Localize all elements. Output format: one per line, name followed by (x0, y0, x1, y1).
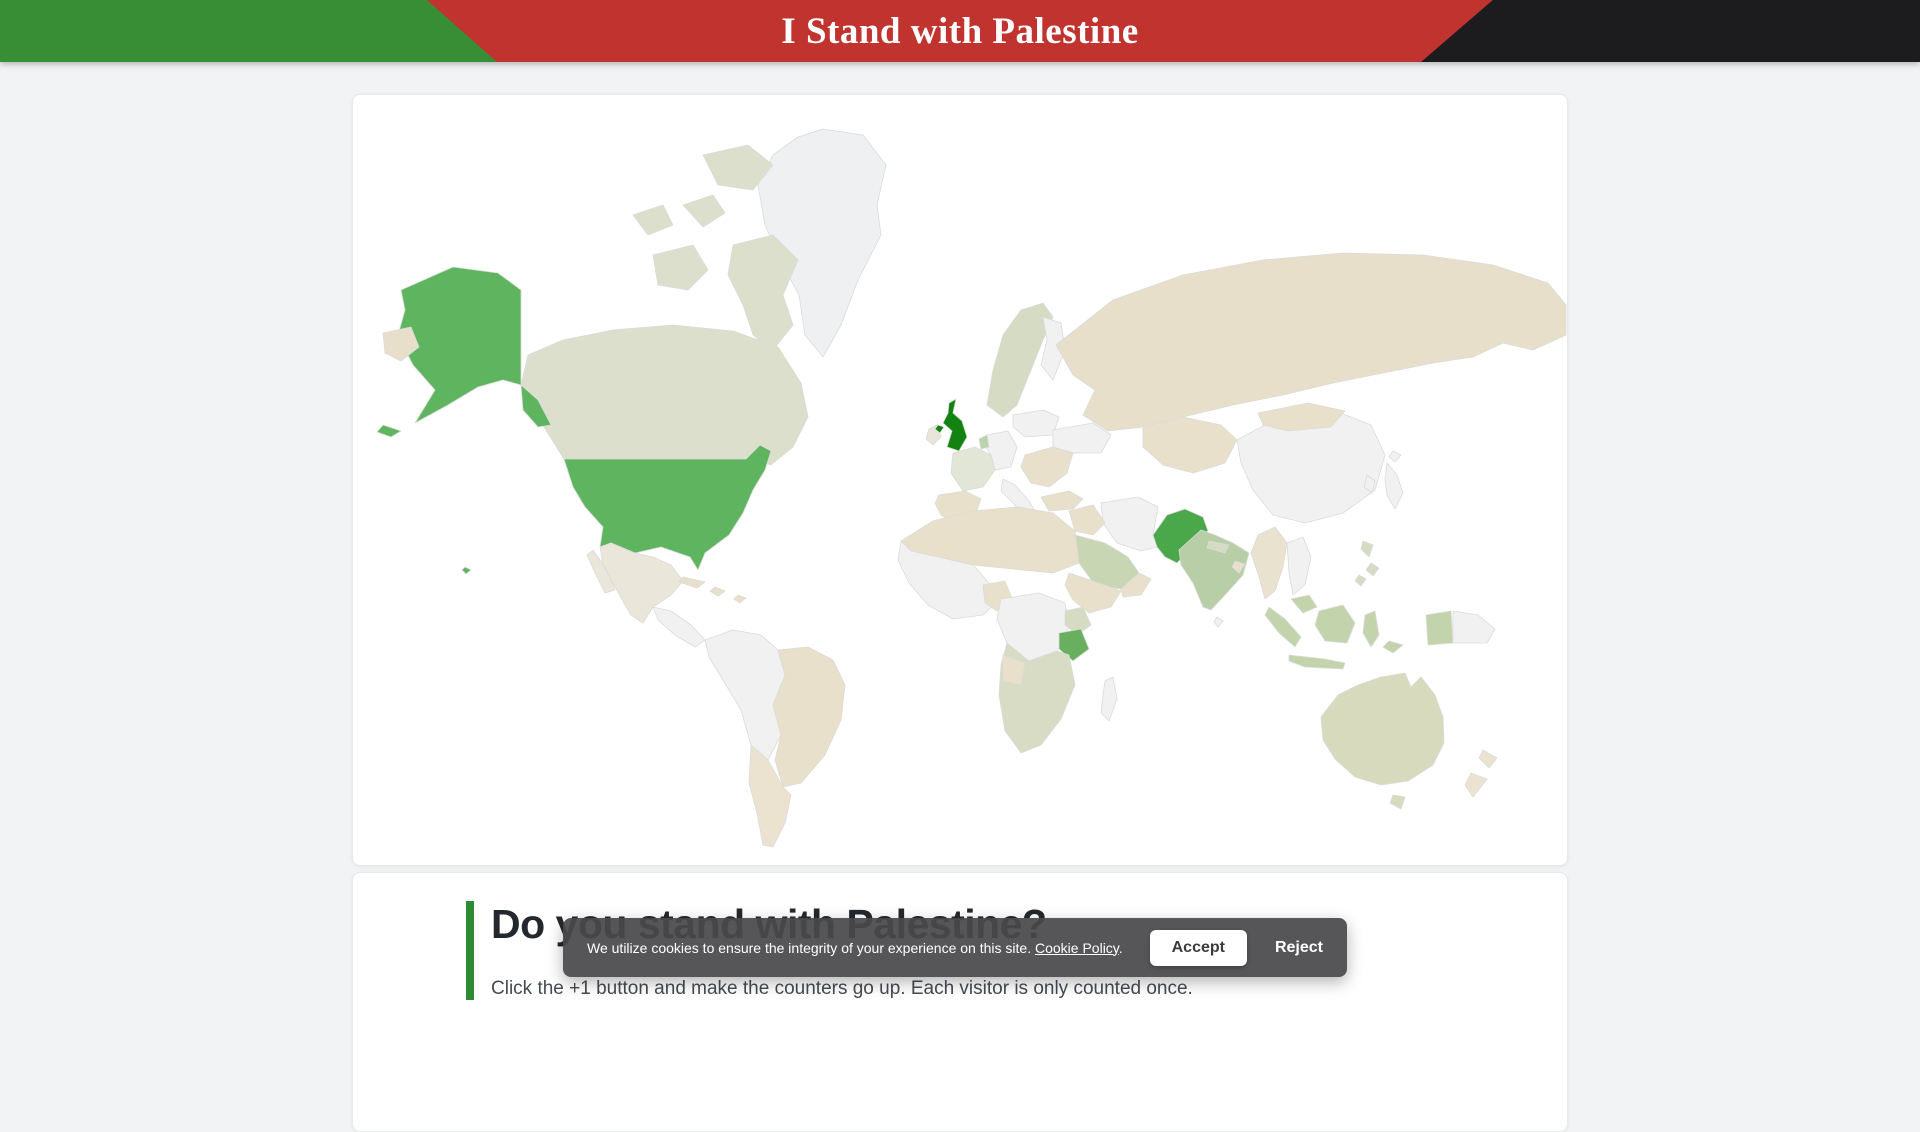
country-argentina[interactable] (748, 744, 792, 848)
country-myanmar-thailand[interactable] (1250, 526, 1288, 600)
country-finland[interactable] (1040, 316, 1066, 381)
world-map (376, 128, 1567, 848)
country-madagascar[interactable] (1100, 676, 1118, 722)
country-malaysia[interactable] (1290, 594, 1318, 614)
country-new-zealand[interactable] (1464, 749, 1498, 798)
country-australia[interactable] (1320, 672, 1445, 810)
country-canada[interactable] (520, 324, 809, 466)
country-horn-africa[interactable] (1064, 572, 1122, 614)
map-card (352, 94, 1568, 866)
country-iraq[interactable] (1068, 504, 1106, 536)
site-header: I Stand with Palestine (0, 0, 1920, 62)
country-sri-lanka[interactable] (1213, 616, 1224, 628)
country-vietnam[interactable] (1286, 536, 1312, 596)
country-yemen-oman[interactable] (1120, 572, 1152, 598)
country-india[interactable] (1178, 529, 1250, 611)
section-instruction: Click the +1 button and make the counter… (491, 978, 1193, 999)
country-kenya[interactable] (1064, 606, 1092, 636)
accept-button[interactable]: Accept (1149, 929, 1247, 966)
country-netherlands[interactable] (978, 434, 990, 450)
country-usa[interactable] (461, 444, 772, 575)
country-png[interactable] (1452, 610, 1496, 644)
page-title: I Stand with Palestine (781, 10, 1139, 52)
country-caribbean[interactable] (678, 576, 747, 604)
country-baltics[interactable] (1012, 409, 1060, 438)
country-turkey[interactable] (1040, 490, 1084, 512)
country-france[interactable] (950, 446, 996, 492)
country-central-asia[interactable] (1142, 416, 1238, 474)
country-angola[interactable] (1002, 654, 1026, 686)
country-korea[interactable] (1363, 474, 1376, 494)
country-russia[interactable] (382, 252, 1567, 432)
cookie-policy-link[interactable]: Cookie Policy (1034, 939, 1119, 956)
country-uk[interactable] (934, 398, 968, 452)
cookie-message: We utilize cookies to ensure the integri… (587, 939, 1123, 956)
country-andes[interactable] (704, 629, 786, 761)
country-mexico[interactable] (586, 542, 684, 624)
country-mongolia[interactable] (1257, 402, 1346, 432)
country-scandinavia[interactable] (986, 302, 1054, 418)
country-nepal[interactable] (1206, 540, 1230, 554)
cookie-banner: We utilize cookies to ensure the integri… (563, 918, 1347, 977)
content-section: Do you stand with Palestine? Click the +… (352, 872, 1568, 1132)
country-japan[interactable] (1384, 450, 1404, 510)
country-indonesia[interactable] (1264, 604, 1454, 670)
country-balkans[interactable] (1020, 446, 1074, 488)
country-philippines[interactable] (1354, 540, 1380, 587)
country-brazil[interactable] (772, 646, 846, 788)
country-iran[interactable] (1100, 496, 1159, 552)
header-black-stripe (1421, 0, 1920, 62)
header-green-stripe (0, 0, 497, 62)
country-central-america[interactable] (652, 606, 706, 648)
country-tanzania[interactable] (1058, 628, 1090, 662)
reject-button[interactable]: Reject (1261, 930, 1337, 966)
country-bangladesh[interactable] (1231, 560, 1246, 574)
country-canada-islands[interactable] (632, 144, 799, 351)
